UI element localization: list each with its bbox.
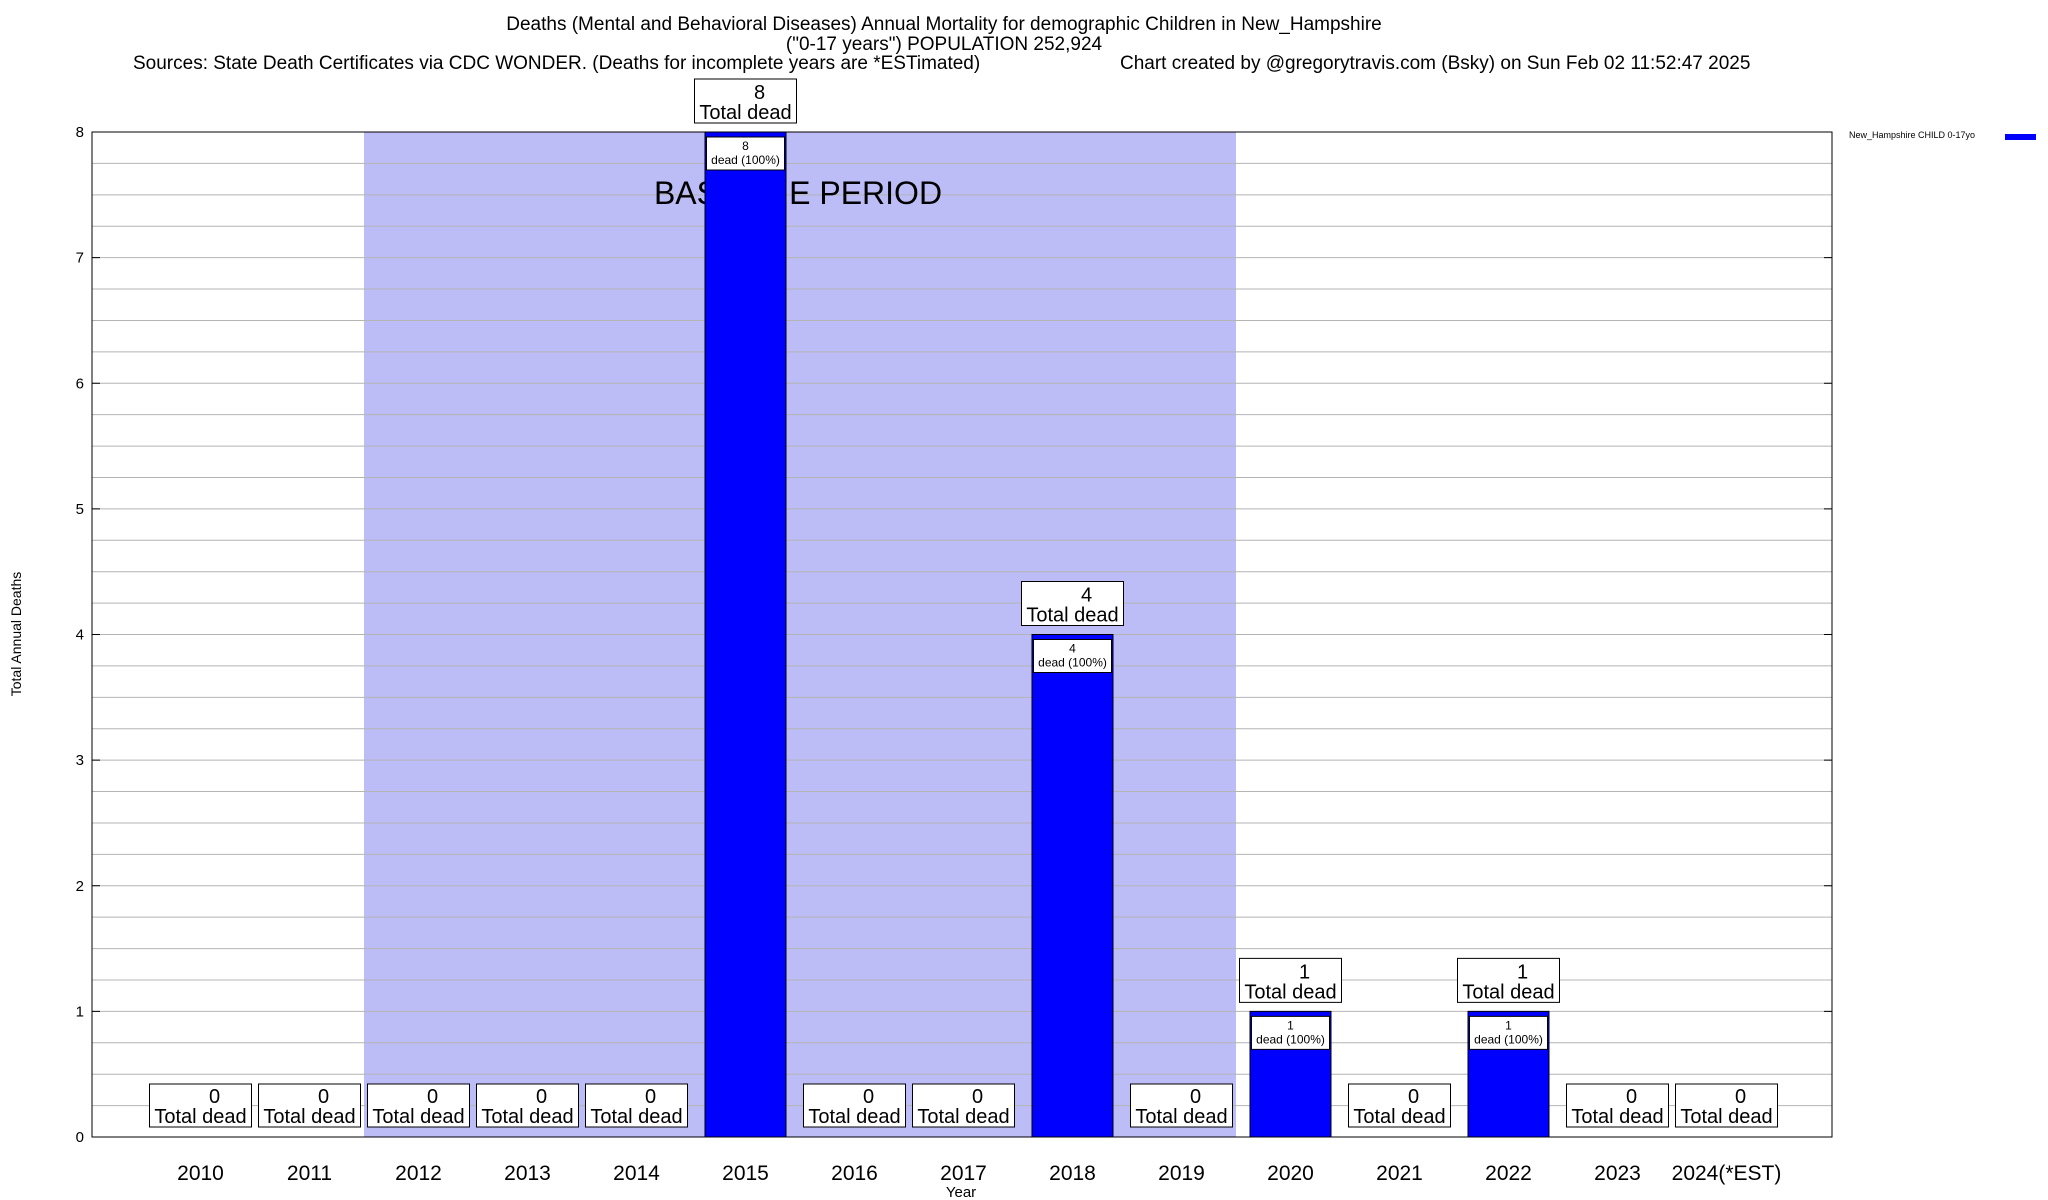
x-tick-label: 2018 xyxy=(1049,1162,1096,1185)
total-value: 1 xyxy=(1517,961,1528,983)
total-value: 0 xyxy=(1190,1086,1201,1108)
bar-inner-value: 1 xyxy=(1287,1018,1294,1032)
total-label: Total dead xyxy=(372,1106,464,1128)
total-label: Total dead xyxy=(808,1106,900,1128)
x-axis-label: Year xyxy=(946,1184,976,1200)
total-label: Total dead xyxy=(1135,1106,1227,1128)
total-label: Total dead xyxy=(481,1106,573,1128)
total-value: 0 xyxy=(427,1086,438,1108)
y-tick-label: 5 xyxy=(76,501,84,518)
total-value: 0 xyxy=(1626,1086,1637,1108)
total-value: 0 xyxy=(209,1086,220,1108)
total-box xyxy=(1566,1083,1669,1128)
total-label: Total dead xyxy=(1571,1106,1663,1128)
total-box xyxy=(258,1083,361,1128)
total-box xyxy=(367,1083,470,1128)
total-value: 0 xyxy=(863,1086,874,1108)
y-axis-label: Total Annual Deaths xyxy=(8,572,24,697)
chart-sources: Sources: State Death Certificates via CD… xyxy=(133,53,981,74)
bar-inner-box xyxy=(706,136,785,171)
x-tick-label: 2023 xyxy=(1594,1162,1641,1185)
total-label: Total dead xyxy=(699,102,791,124)
y-tick-label: 2 xyxy=(76,878,84,895)
total-value: 0 xyxy=(1408,1086,1419,1108)
bar-inner-label: dead (100%) xyxy=(1474,1032,1543,1046)
total-box xyxy=(1021,581,1124,626)
total-box xyxy=(1130,1083,1233,1128)
y-tick-label: 6 xyxy=(76,375,84,392)
y-tick-label: 7 xyxy=(76,250,84,267)
x-tick-label: 2021 xyxy=(1376,1162,1423,1185)
x-tick-label: 2022 xyxy=(1485,1162,1532,1185)
total-value: 0 xyxy=(536,1086,547,1108)
x-tick-label: 2010 xyxy=(177,1162,224,1185)
x-tick-label: 2012 xyxy=(395,1162,442,1185)
total-label: Total dead xyxy=(154,1106,246,1128)
chart-title-line-1: Deaths (Mental and Behavioral Diseases) … xyxy=(506,14,1382,35)
chart-title-line-2: ("0-17 years") POPULATION 252,924 xyxy=(785,34,1103,55)
total-label: Total dead xyxy=(1680,1106,1772,1128)
total-box xyxy=(476,1083,579,1128)
bar-inner-label: dead (100%) xyxy=(1038,656,1107,670)
total-box xyxy=(1239,957,1342,1003)
baseline-label: BASELINE PERIOD xyxy=(654,175,942,211)
total-box xyxy=(1348,1083,1451,1128)
total-box xyxy=(585,1083,688,1128)
total-label: Total dead xyxy=(1353,1106,1445,1128)
total-value: 0 xyxy=(645,1086,656,1108)
total-label: Total dead xyxy=(1026,605,1118,627)
x-tick-label: 2020 xyxy=(1267,1162,1314,1185)
x-tick-label: 2016 xyxy=(831,1162,878,1185)
x-tick-label: 2015 xyxy=(722,1162,769,1185)
bar-inner-label: dead (100%) xyxy=(1256,1032,1325,1046)
y-tick-label: 4 xyxy=(76,627,84,644)
total-box xyxy=(912,1083,1015,1128)
x-tick-label: 2024(*EST) xyxy=(1672,1162,1782,1185)
total-value: 8 xyxy=(754,82,765,104)
total-box xyxy=(694,78,797,124)
total-label: Total dead xyxy=(1244,981,1336,1003)
x-tick-label: 2019 xyxy=(1158,1162,1205,1185)
bar-inner-box xyxy=(1469,1015,1548,1050)
bar-inner-box xyxy=(1251,1015,1330,1050)
y-tick-label: 1 xyxy=(76,1003,84,1020)
total-label: Total dead xyxy=(917,1106,1009,1128)
legend-label: New_Hampshire CHILD 0-17yo xyxy=(1849,130,1976,140)
x-tick-label: 2014 xyxy=(613,1162,660,1185)
x-tick-label: 2013 xyxy=(504,1162,551,1185)
x-tick-label: 2017 xyxy=(940,1162,987,1185)
y-tick-label: 0 xyxy=(76,1129,84,1146)
total-label: Total dead xyxy=(590,1106,682,1128)
bar-inner-value: 4 xyxy=(1069,642,1076,656)
total-box xyxy=(1457,957,1560,1003)
legend-swatch xyxy=(2005,134,2036,140)
bar-inner-value: 8 xyxy=(742,139,749,153)
bar-inner-label: dead (100%) xyxy=(711,153,780,167)
bar xyxy=(704,131,787,1138)
bar-inner-value: 1 xyxy=(1505,1018,1512,1032)
x-tick-label: 2011 xyxy=(287,1162,332,1185)
total-value: 0 xyxy=(318,1086,329,1108)
chart-credit: Chart created by @gregorytravis.com (Bsk… xyxy=(1120,53,1751,74)
total-value: 0 xyxy=(972,1086,983,1108)
total-value: 0 xyxy=(1735,1086,1746,1108)
total-box xyxy=(803,1083,906,1128)
bar xyxy=(1031,634,1114,1138)
y-tick-label: 8 xyxy=(76,124,84,141)
total-value: 1 xyxy=(1299,961,1310,983)
total-box xyxy=(149,1083,252,1128)
total-label: Total dead xyxy=(1462,981,1554,1003)
total-value: 4 xyxy=(1081,585,1092,607)
total-label: Total dead xyxy=(263,1106,355,1128)
total-box xyxy=(1675,1083,1778,1128)
bar-inner-box xyxy=(1033,639,1112,673)
y-tick-label: 3 xyxy=(76,752,84,769)
